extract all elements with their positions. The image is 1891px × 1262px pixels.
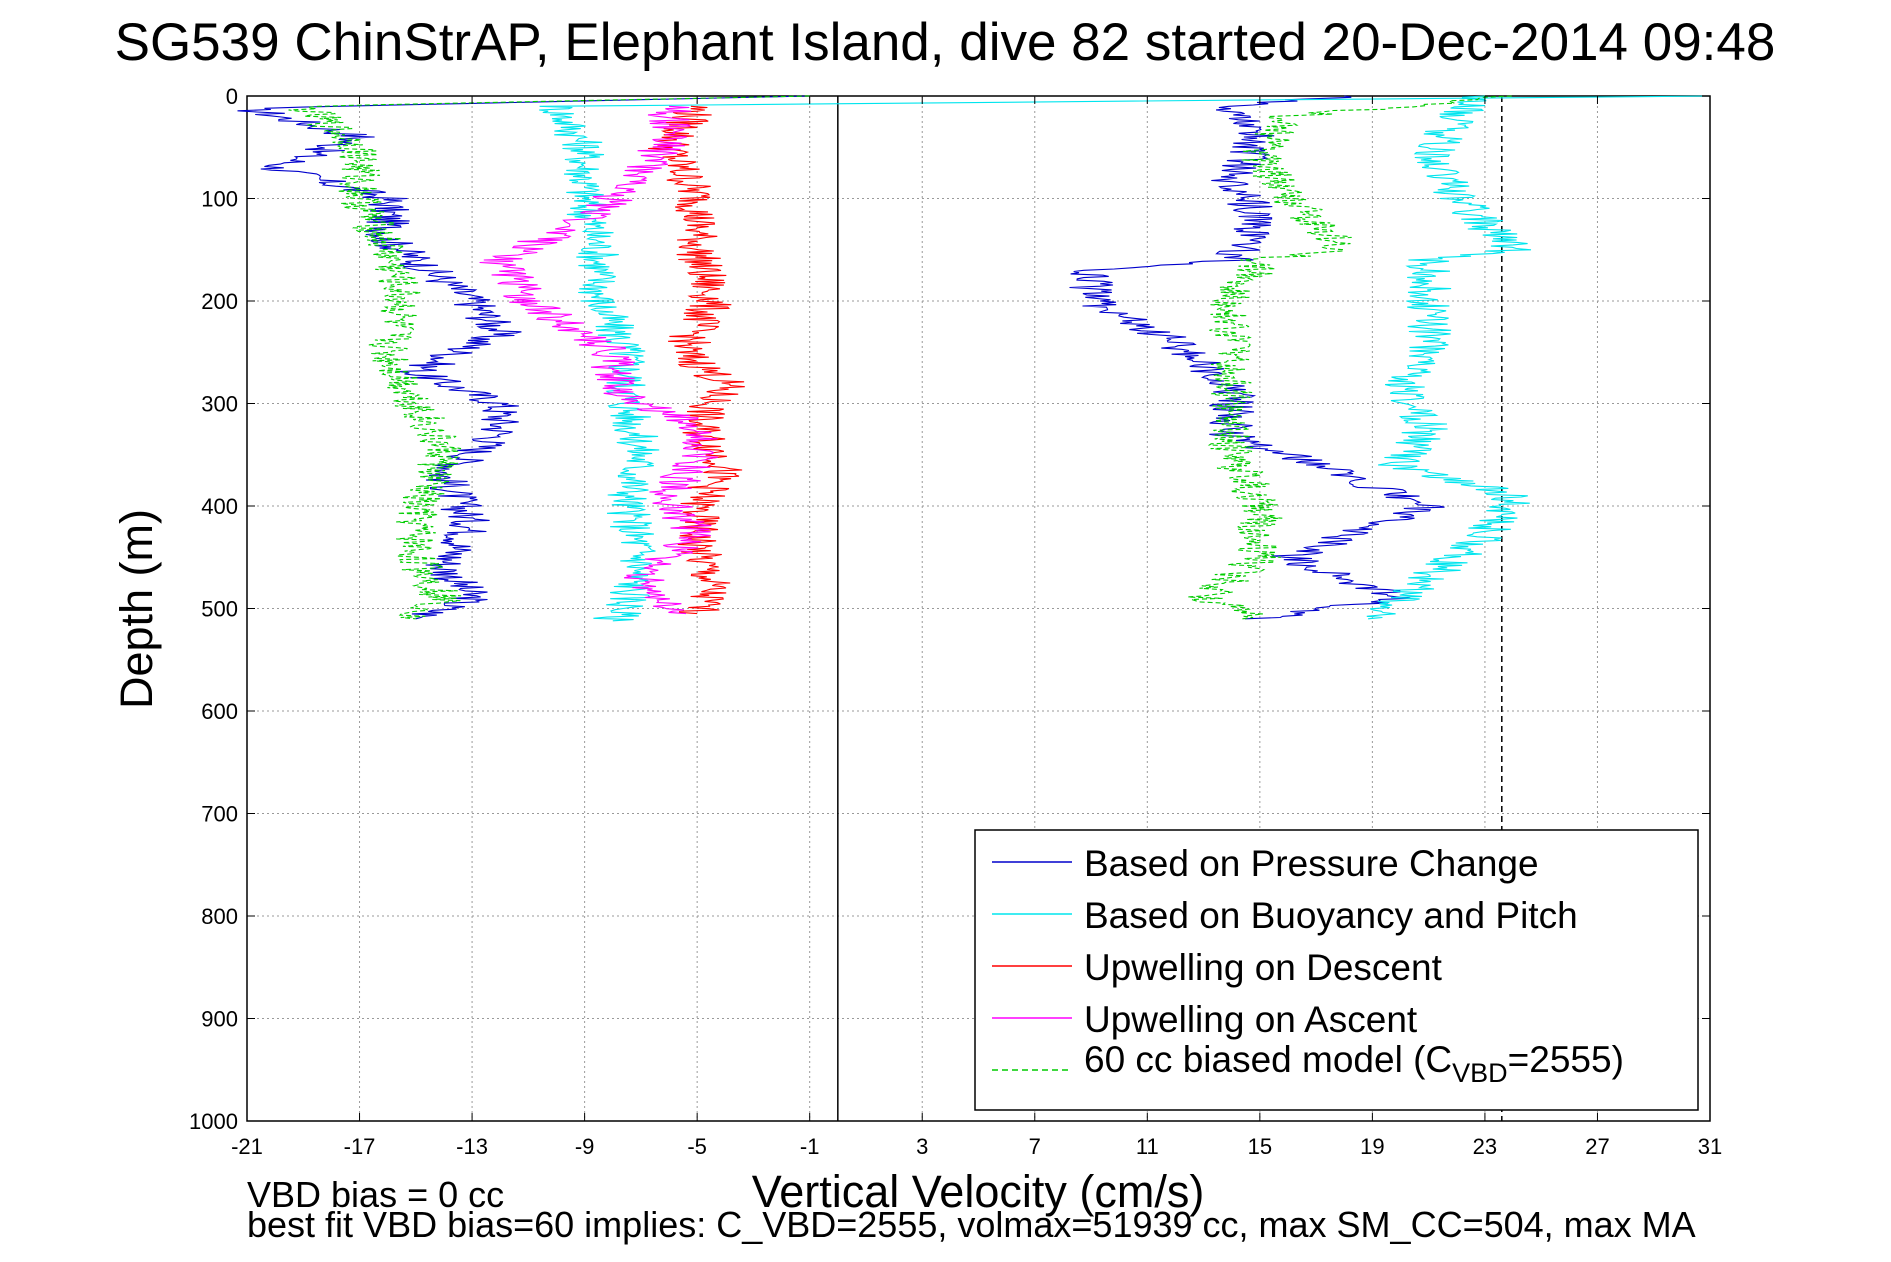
series-line-2-ascent (1366, 95, 1532, 620)
legend-label-2: Based on Buoyancy and Pitch (1084, 895, 1578, 936)
y-tick-label: 900 (201, 1007, 238, 1032)
legend-label-5: 60 cc biased model (CVBD=2555) (1084, 1039, 1624, 1088)
y-tick-label: 600 (201, 699, 238, 724)
series-line-2-descent (539, 95, 1711, 622)
x-tick-label: -17 (344, 1134, 376, 1159)
x-axis-ticks: -21 -17 -13 -9 -5 -1 3 7 11 15 19 23 27 31 (231, 96, 1722, 1159)
x-tick-label: 3 (916, 1134, 928, 1159)
x-tick-label: -21 (231, 1134, 263, 1159)
legend-label-4: Upwelling on Ascent (1084, 999, 1418, 1040)
y-tick-label: 500 (201, 597, 238, 622)
y-tick-label: 1000 (189, 1109, 238, 1134)
chart-title: SG539 ChinStrAP, Elephant Island, dive 8… (115, 13, 1776, 72)
series-line-4-ascent (479, 105, 718, 615)
y-tick-label: 700 (201, 802, 238, 827)
annotation-best-fit: best fit VBD bias=60 implies: C_VBD=2555… (247, 1204, 1696, 1245)
y-tick-label: 400 (201, 494, 238, 519)
y-tick-label: 0 (226, 84, 238, 109)
x-axis-label: Vertical Velocity (cm/s) (752, 1166, 1205, 1217)
series-layer (237, 95, 1711, 622)
series-line-3-descent (648, 105, 745, 615)
y-tick-label: 200 (201, 289, 238, 314)
y-tick-label: 100 (201, 187, 238, 212)
legend-box (974, 829, 1699, 1111)
series-line-5-ascent (1187, 95, 1514, 620)
legend-label-1: Based on Pressure Change (1084, 843, 1539, 884)
x-tick-label: 27 (1585, 1134, 1609, 1159)
x-tick-label: 11 (1136, 1134, 1159, 1159)
x-tick-label: -1 (800, 1134, 820, 1159)
x-tick-label: 23 (1473, 1134, 1497, 1159)
series-line-1-descent (237, 95, 810, 620)
x-tick-label: 15 (1248, 1134, 1272, 1159)
legend-label-3: Upwelling on Descent (1084, 947, 1443, 988)
x-tick-label: -13 (456, 1134, 488, 1159)
series-line-5-descent (288, 95, 810, 620)
annotation-vbd-bias: VBD bias = 0 cc (247, 1174, 504, 1215)
y-axis-label: Depth (m) (111, 509, 162, 709)
legend: Based on Pressure Change Based on Buoyanc… (974, 829, 1699, 1111)
x-tick-label: 31 (1698, 1134, 1722, 1159)
x-tick-label: 7 (1029, 1134, 1041, 1159)
series-line-1-ascent (1069, 95, 1445, 620)
y-tick-label: 800 (201, 904, 238, 929)
x-tick-label: 19 (1360, 1134, 1384, 1159)
y-tick-label: 300 (201, 392, 238, 417)
y-axis-ticks: 0 100 200 300 400 500 600 700 800 900 1000 (189, 84, 1710, 1134)
x-tick-label: -9 (575, 1134, 595, 1159)
x-tick-label: -5 (687, 1134, 707, 1159)
